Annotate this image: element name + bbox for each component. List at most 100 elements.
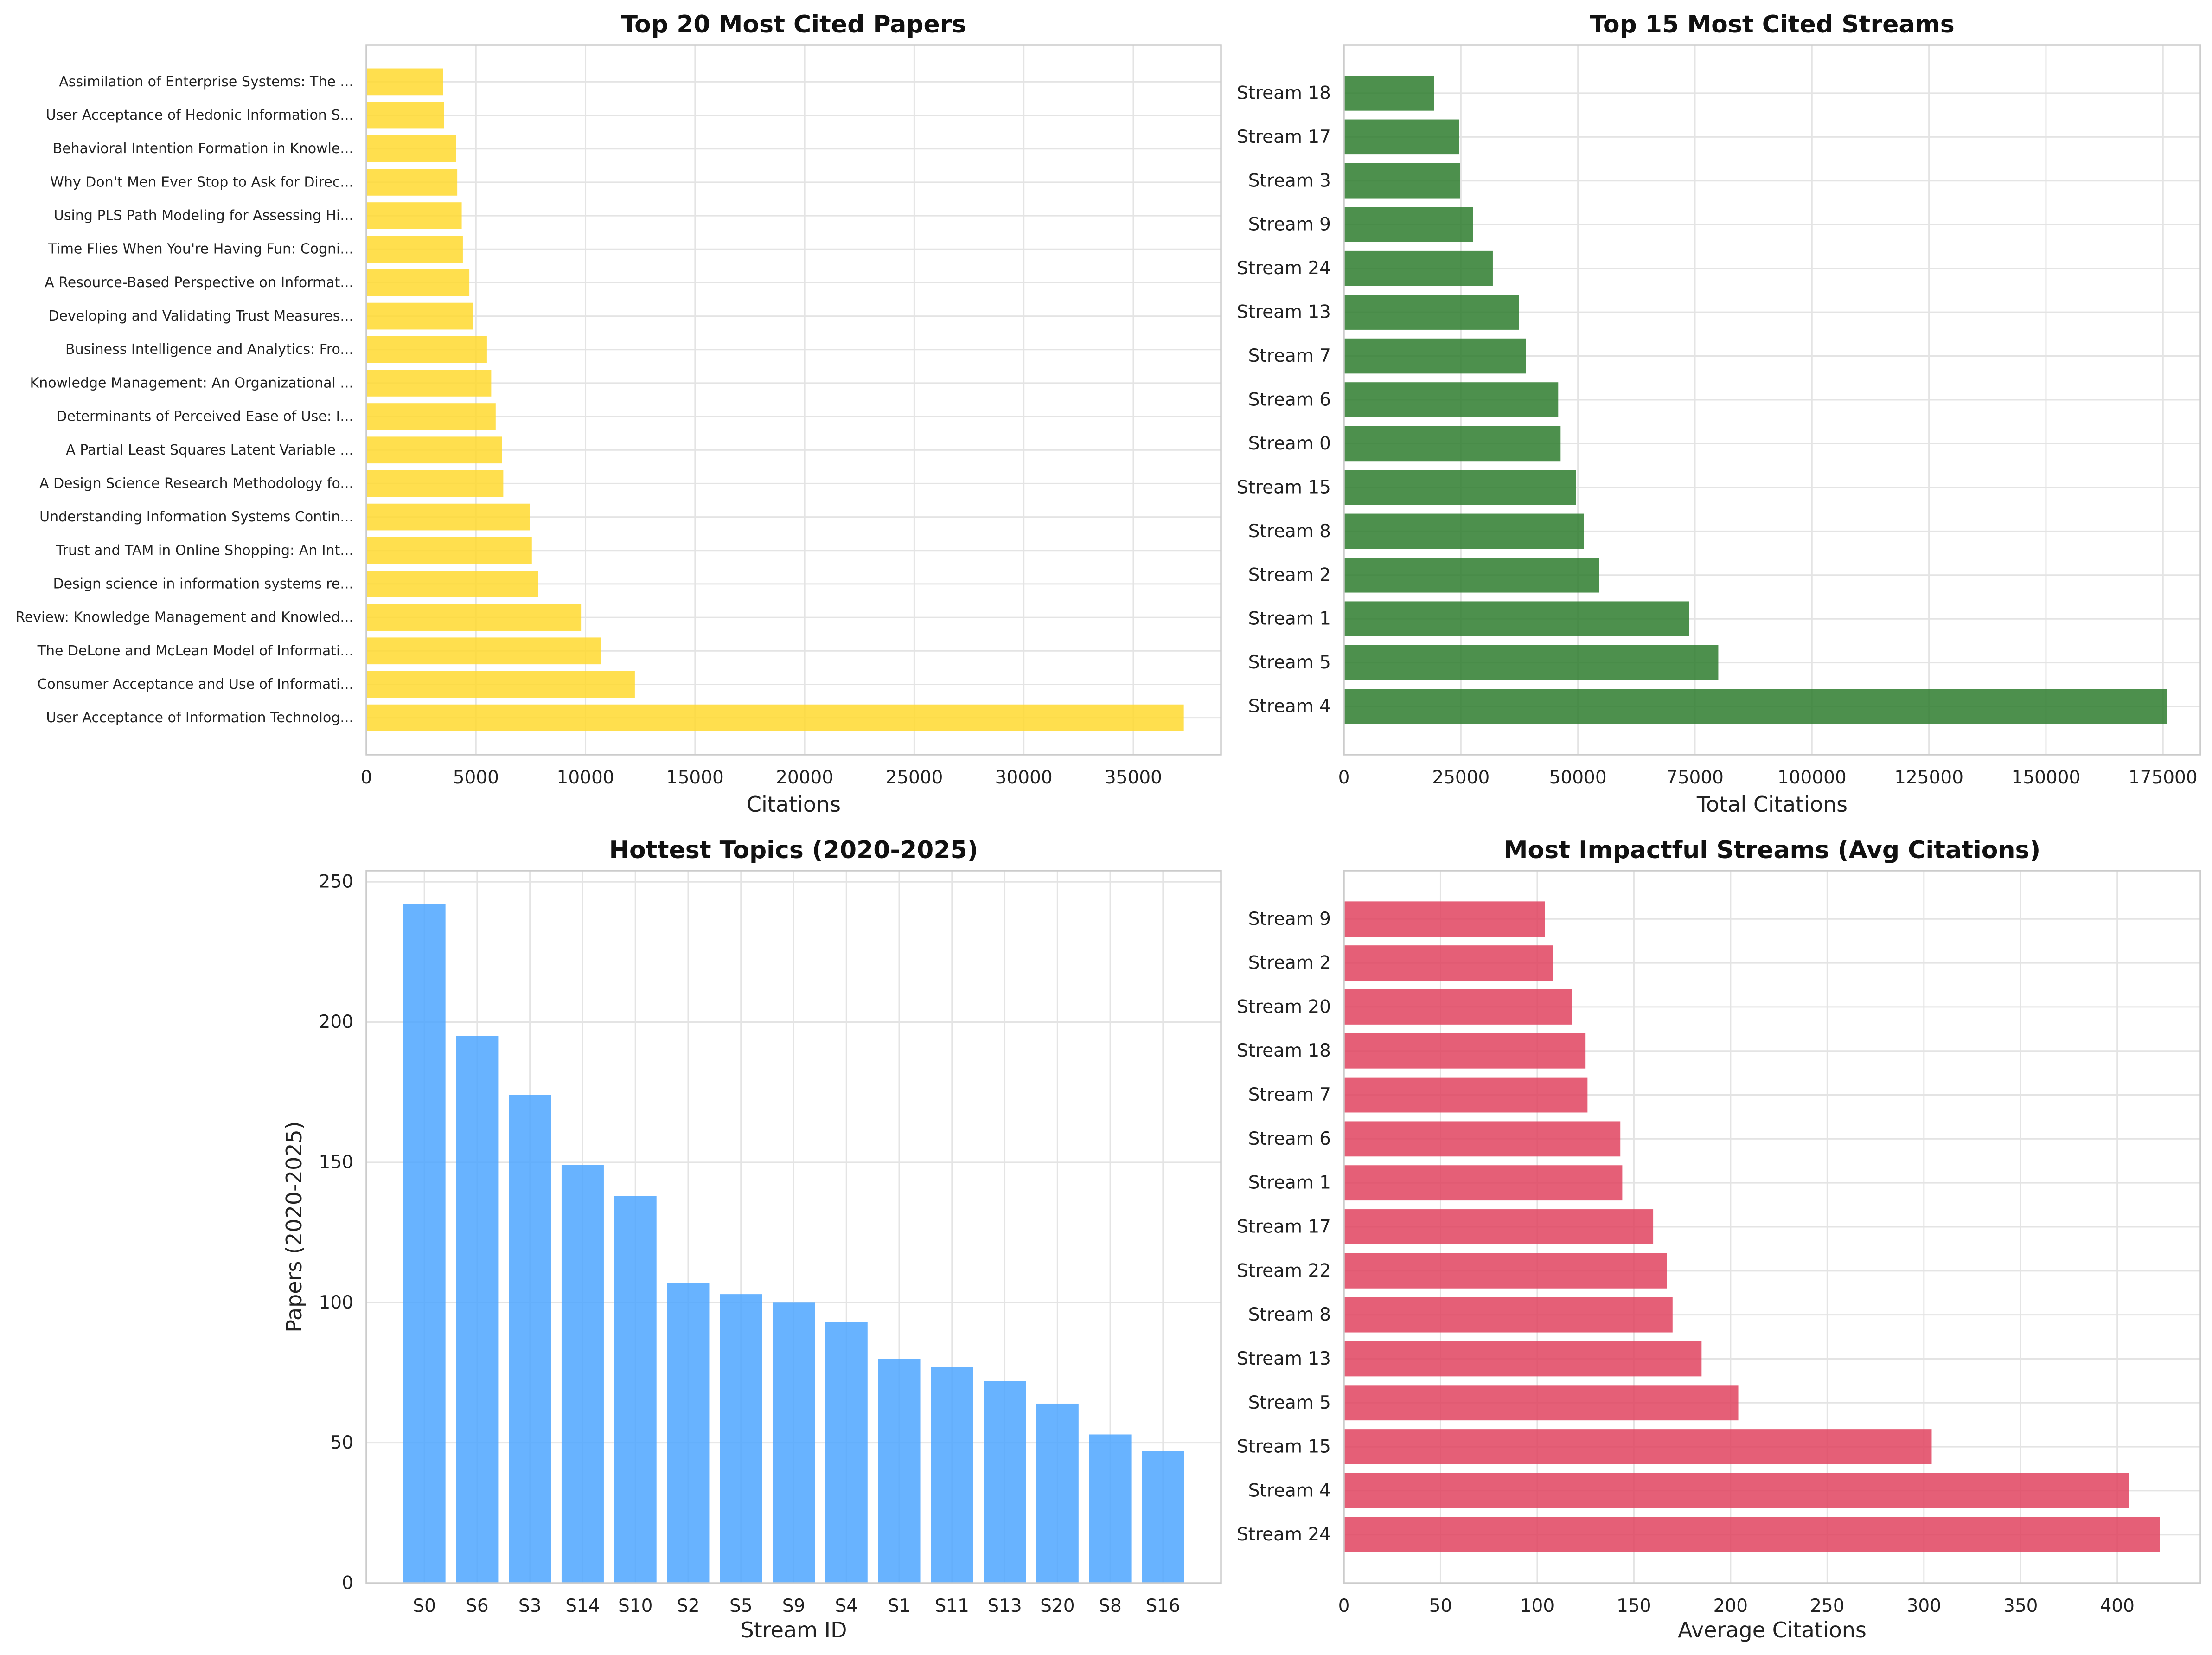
bar [1344, 1341, 1702, 1377]
bar [825, 1322, 868, 1583]
x-tick-label: 400 [2100, 1596, 2134, 1617]
bar [366, 336, 487, 363]
y-tick-label: A Design Science Research Methodology fo… [39, 475, 353, 492]
bar [1344, 1253, 1667, 1289]
chart-title: Top 15 Most Cited Streams [1590, 11, 1954, 38]
bar [1344, 945, 1553, 981]
bar [1344, 1429, 1932, 1464]
y-tick-label: Knowledge Management: An Organizational … [30, 375, 353, 391]
bar [1344, 163, 1460, 199]
y-tick-label: Assimilation of Enterprise Systems: The … [59, 74, 353, 90]
bar [366, 470, 504, 497]
x-tick-label: S16 [1146, 1596, 1180, 1617]
bar [931, 1367, 973, 1583]
x-tick-label: 35000 [1105, 767, 1162, 788]
y-tick-label: Business Intelligence and Analytics: Fro… [65, 341, 353, 358]
y-tick-label: Why Don't Men Ever Stop to Ask for Direc… [50, 174, 353, 190]
bar [1344, 382, 1559, 417]
y-tick-label: Stream 5 [1248, 1392, 1331, 1413]
x-tick-label: 0 [1338, 1596, 1350, 1617]
x-tick-label: S11 [935, 1596, 969, 1617]
y-tick-label: Stream 24 [1237, 258, 1331, 279]
x-tick-label: S9 [782, 1596, 806, 1617]
bar [1344, 1473, 2129, 1508]
bar [1344, 1297, 1673, 1333]
x-tick-label: 150000 [2011, 767, 2080, 788]
x-tick-label: 100 [1520, 1596, 1554, 1617]
y-tick-label: A Partial Least Squares Latent Variable … [66, 442, 353, 458]
bar [366, 571, 538, 597]
y-tick-label: Stream 20 [1237, 996, 1331, 1017]
bar [366, 503, 530, 531]
x-tick-label: 0 [361, 767, 372, 788]
y-tick-label: Stream 13 [1237, 302, 1331, 323]
x-tick-label: 15000 [666, 767, 724, 788]
bar [1344, 470, 1576, 505]
bar [366, 436, 502, 464]
bar [1344, 1033, 1586, 1069]
y-tick-label: The DeLone and McLean Model of Informati… [37, 643, 353, 659]
plot-frame [365, 870, 1222, 1584]
bar [1344, 1209, 1654, 1244]
y-tick-label: Stream 5 [1248, 652, 1331, 673]
bar [772, 1302, 815, 1583]
y-tick-label: Stream 24 [1237, 1524, 1331, 1545]
bar [1344, 426, 1561, 462]
x-tick-label: 30000 [995, 767, 1053, 788]
plot-frame [1343, 870, 2201, 1584]
bar [366, 403, 496, 430]
bar [1344, 76, 1434, 111]
y-tick-label: Stream 6 [1248, 390, 1331, 411]
x-axis-label: Citations [747, 792, 841, 817]
y-tick-label: Stream 22 [1237, 1260, 1331, 1281]
y-tick-label: Developing and Validating Trust Measures… [48, 308, 353, 324]
x-tick-label: 100000 [1777, 767, 1847, 788]
bar [1344, 1121, 1621, 1157]
x-tick-label: S10 [618, 1596, 652, 1617]
x-tick-label: S8 [1099, 1596, 1122, 1617]
y-tick-label: Design science in information systems re… [53, 576, 353, 592]
y-tick-label: Stream 0 [1248, 433, 1331, 454]
y-tick-label: 100 [319, 1292, 353, 1313]
y-tick-label: Stream 9 [1248, 909, 1331, 930]
bar [1344, 901, 1545, 937]
bar [1344, 689, 2167, 724]
x-tick-label: 125000 [1894, 767, 1963, 788]
x-tick-label: 150 [1617, 1596, 1651, 1617]
y-tick-label: Stream 3 [1248, 170, 1331, 191]
bar [403, 904, 446, 1583]
plot-frame [1343, 44, 2201, 756]
x-tick-label: 25000 [1432, 767, 1490, 788]
x-tick-label: 175000 [2129, 767, 2198, 788]
y-tick-label: Stream 18 [1237, 83, 1331, 103]
bar [366, 671, 635, 698]
bar [1089, 1434, 1132, 1583]
bar [1344, 250, 1493, 286]
x-tick-label: 25000 [885, 767, 943, 788]
y-tick-label: User Acceptance of Hedonic Information S… [46, 107, 353, 123]
x-tick-label: 50000 [1549, 767, 1607, 788]
bar [366, 202, 462, 229]
y-tick-label: Stream 2 [1248, 564, 1331, 585]
bar [720, 1294, 762, 1583]
plot-frame [365, 44, 1222, 756]
x-axis-label: Total Citations [1696, 792, 1848, 817]
bar [1344, 513, 1584, 549]
x-tick-label: S3 [518, 1596, 542, 1617]
y-tick-label: Stream 13 [1237, 1348, 1331, 1369]
bar [366, 135, 456, 162]
y-tick-label: Stream 4 [1248, 696, 1331, 717]
bar [1344, 1385, 1739, 1421]
x-axis-label: Stream ID [740, 1617, 847, 1642]
x-axis-label: Average Citations [1678, 1617, 1867, 1642]
x-tick-label: 250 [1810, 1596, 1844, 1617]
bar [366, 637, 601, 665]
y-tick-label: Stream 1 [1248, 609, 1331, 629]
bar [561, 1165, 604, 1583]
y-tick-label: Stream 4 [1248, 1480, 1331, 1501]
bar [1344, 338, 1526, 374]
bar [667, 1283, 710, 1583]
bar [1344, 601, 1689, 636]
y-tick-label: User Acceptance of Information Technolog… [46, 710, 353, 726]
